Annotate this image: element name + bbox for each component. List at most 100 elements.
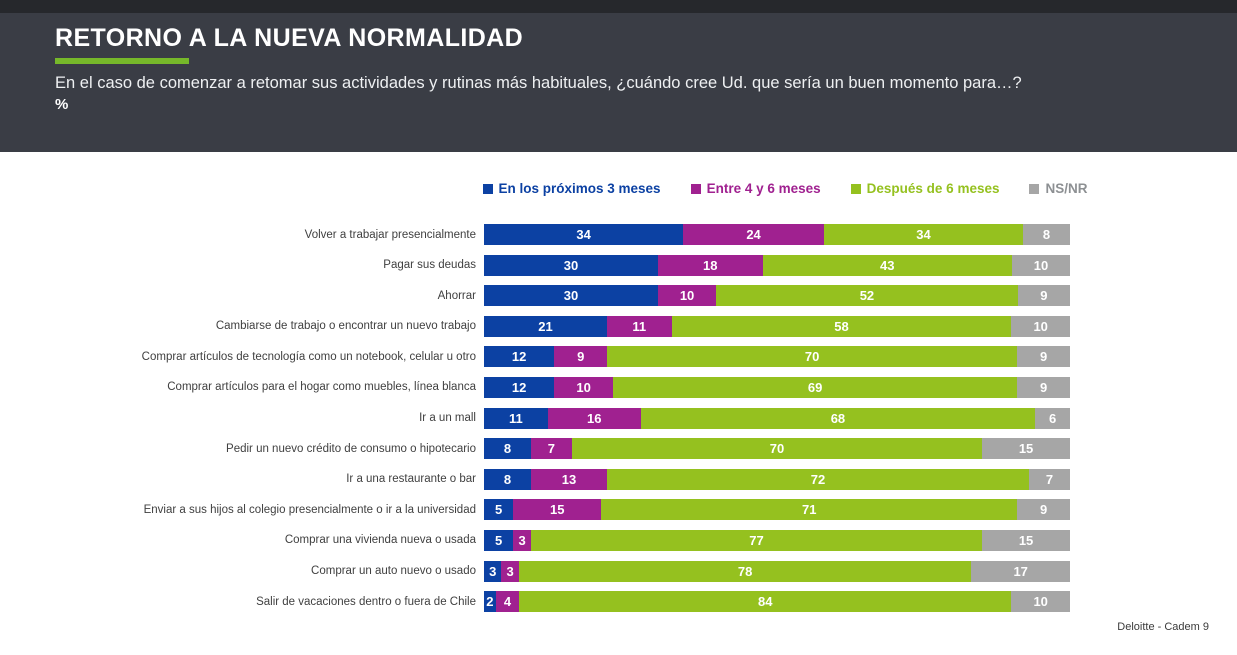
bar-segment: 10 <box>1011 591 1070 613</box>
chart-row: Ahorrar 30 10 52 9 <box>0 285 1070 307</box>
legend-label: Después de 6 meses <box>866 181 1000 196</box>
legend-swatch-icon <box>690 183 701 194</box>
bar-segment: 9 <box>1017 346 1070 368</box>
bar-segment: 30 <box>484 285 659 307</box>
page-title: RETORNO A LA NUEVA NORMALIDAD <box>55 24 524 52</box>
bar-segment: 10 <box>1011 254 1070 276</box>
chart-row: Comprar artículos para el hogar como mue… <box>0 376 1070 398</box>
bar-segment: 10 <box>1011 315 1070 337</box>
bar-segment: 12 <box>484 376 555 398</box>
bar-segment: 69 <box>612 376 1018 398</box>
bar-segment: 34 <box>484 224 684 245</box>
bar-segment: 9 <box>554 346 608 368</box>
bar-segment: 77 <box>530 529 983 551</box>
chart-row: Ir a una restaurante o bar 8 13 72 7 <box>0 468 1070 490</box>
bar-segment: 70 <box>607 346 1018 368</box>
chart-row: Comprar artículos de tecnología como un … <box>0 346 1070 368</box>
subtitle: En el caso de comenzar a retomar sus act… <box>55 73 1022 92</box>
bar-segment: 11 <box>607 315 672 337</box>
legend-item: NS/NR <box>1029 181 1088 196</box>
bar-segment: 78 <box>518 560 972 582</box>
category-label: Ir a una restaurante o bar <box>346 473 476 486</box>
category-label: Comprar una vivienda nueva o usada <box>284 534 476 547</box>
title-accent-bar <box>55 57 189 64</box>
chart-rows: Volver a trabajar presencialmente 34 24 34 8… <box>0 224 1070 622</box>
bar-segment: 3 <box>513 529 531 551</box>
legend-item: Entre 4 y 6 meses <box>690 181 821 196</box>
category-label: Ahorrar <box>437 289 476 302</box>
legend: En los próximos 3 meses Entre 4 y 6 meses… <box>482 181 1088 196</box>
bar-segment: 43 <box>762 254 1012 276</box>
stacked-bar: 30 18 43 10 <box>484 254 1070 276</box>
bar-segment: 10 <box>658 285 717 307</box>
bar-segment: 11 <box>484 407 548 429</box>
top-strip <box>0 0 1237 13</box>
stacked-bar: 3 3 78 17 <box>484 560 1070 582</box>
stacked-bar: 2 4 84 10 <box>484 591 1070 613</box>
chart-row: Comprar una vivienda nueva o usada 5 3 77 15 <box>0 529 1070 551</box>
legend-item: En los próximos 3 meses <box>482 181 661 196</box>
bar-segment: 2 <box>484 591 496 613</box>
bar-segment: 3 <box>484 560 502 582</box>
category-label: Ir a un mall <box>419 412 476 425</box>
category-label: Enviar a sus hijos al colegio presencial… <box>143 503 476 516</box>
bar-segment: 52 <box>716 285 1018 307</box>
stacked-bar: 34 24 34 8 <box>484 224 1070 245</box>
legend-swatch-icon <box>482 183 493 194</box>
bar-segment: 30 <box>484 254 659 276</box>
bar-segment: 71 <box>601 499 1018 521</box>
category-label: Pagar sus deudas <box>383 259 476 272</box>
bar-segment: 9 <box>1017 499 1070 521</box>
bar-segment: 18 <box>658 254 763 276</box>
bar-segment: 6 <box>1035 407 1070 429</box>
legend-swatch-icon <box>1029 183 1040 194</box>
bar-segment: 68 <box>640 407 1036 429</box>
bar-segment: 17 <box>971 560 1070 582</box>
bar-segment: 5 <box>484 499 514 521</box>
bar-segment: 58 <box>671 315 1012 337</box>
bar-segment: 12 <box>484 346 555 368</box>
category-label: Pedir un nuevo crédito de consumo o hipo… <box>226 442 476 455</box>
bar-segment: 3 <box>501 560 519 582</box>
chart-row: Comprar un auto nuevo o usado 3 3 78 17 <box>0 560 1070 582</box>
category-label: Comprar artículos para el hogar como mue… <box>167 381 476 394</box>
category-label: Cambiarse de trabajo o encontrar un nuev… <box>215 320 476 333</box>
stacked-bar: 21 11 58 10 <box>484 315 1070 337</box>
stacked-bar: 30 10 52 9 <box>484 285 1070 307</box>
chart-row: Enviar a sus hijos al colegio presencial… <box>0 499 1070 521</box>
bar-segment: 8 <box>484 438 531 460</box>
chart-row: Salir de vacaciones dentro o fuera de Ch… <box>0 591 1070 613</box>
legend-label: Entre 4 y 6 meses <box>706 181 821 196</box>
bar-segment: 9 <box>1017 285 1070 307</box>
source-note: Deloitte - Cadem 9 <box>1117 621 1209 633</box>
bar-segment: 24 <box>683 224 824 245</box>
bar-segment: 34 <box>823 224 1024 245</box>
category-label: Comprar artículos de tecnología como un … <box>141 350 476 363</box>
legend-item: Después de 6 meses <box>850 181 1000 196</box>
chart-row: Cambiarse de trabajo o encontrar un nuev… <box>0 315 1070 337</box>
bar-segment: 70 <box>571 438 983 460</box>
bar-segment: 16 <box>547 407 641 429</box>
legend-label: En los próximos 3 meses <box>498 181 661 196</box>
chart-row: Pedir un nuevo crédito de consumo o hipo… <box>0 438 1070 460</box>
stacked-bar: 5 15 71 9 <box>484 499 1070 521</box>
chart-row: Ir a un mall 11 16 68 6 <box>0 407 1070 429</box>
category-label: Salir de vacaciones dentro o fuera de Ch… <box>256 595 476 608</box>
bar-segment: 15 <box>982 529 1070 551</box>
unit-label: % <box>55 95 69 113</box>
bar-segment: 10 <box>554 376 613 398</box>
stacked-bar: 8 7 70 15 <box>484 438 1070 460</box>
category-label: Comprar un auto nuevo o usado <box>311 565 476 578</box>
bar-segment: 5 <box>484 529 514 551</box>
stacked-bar: 12 10 69 9 <box>484 376 1070 398</box>
legend-swatch-icon <box>850 183 861 194</box>
bar-segment: 7 <box>530 438 572 460</box>
stacked-bar: 8 13 72 7 <box>484 468 1070 490</box>
bar-segment: 72 <box>607 468 1029 490</box>
bar-segment: 21 <box>484 315 608 337</box>
header: RETORNO A LA NUEVA NORMALIDAD En el caso… <box>0 13 1237 152</box>
bar-segment: 84 <box>519 591 1012 613</box>
chart-row: Pagar sus deudas 30 18 43 10 <box>0 254 1070 276</box>
bar-segment: 15 <box>982 438 1070 460</box>
category-label: Volver a trabajar presencialmente <box>304 228 476 241</box>
